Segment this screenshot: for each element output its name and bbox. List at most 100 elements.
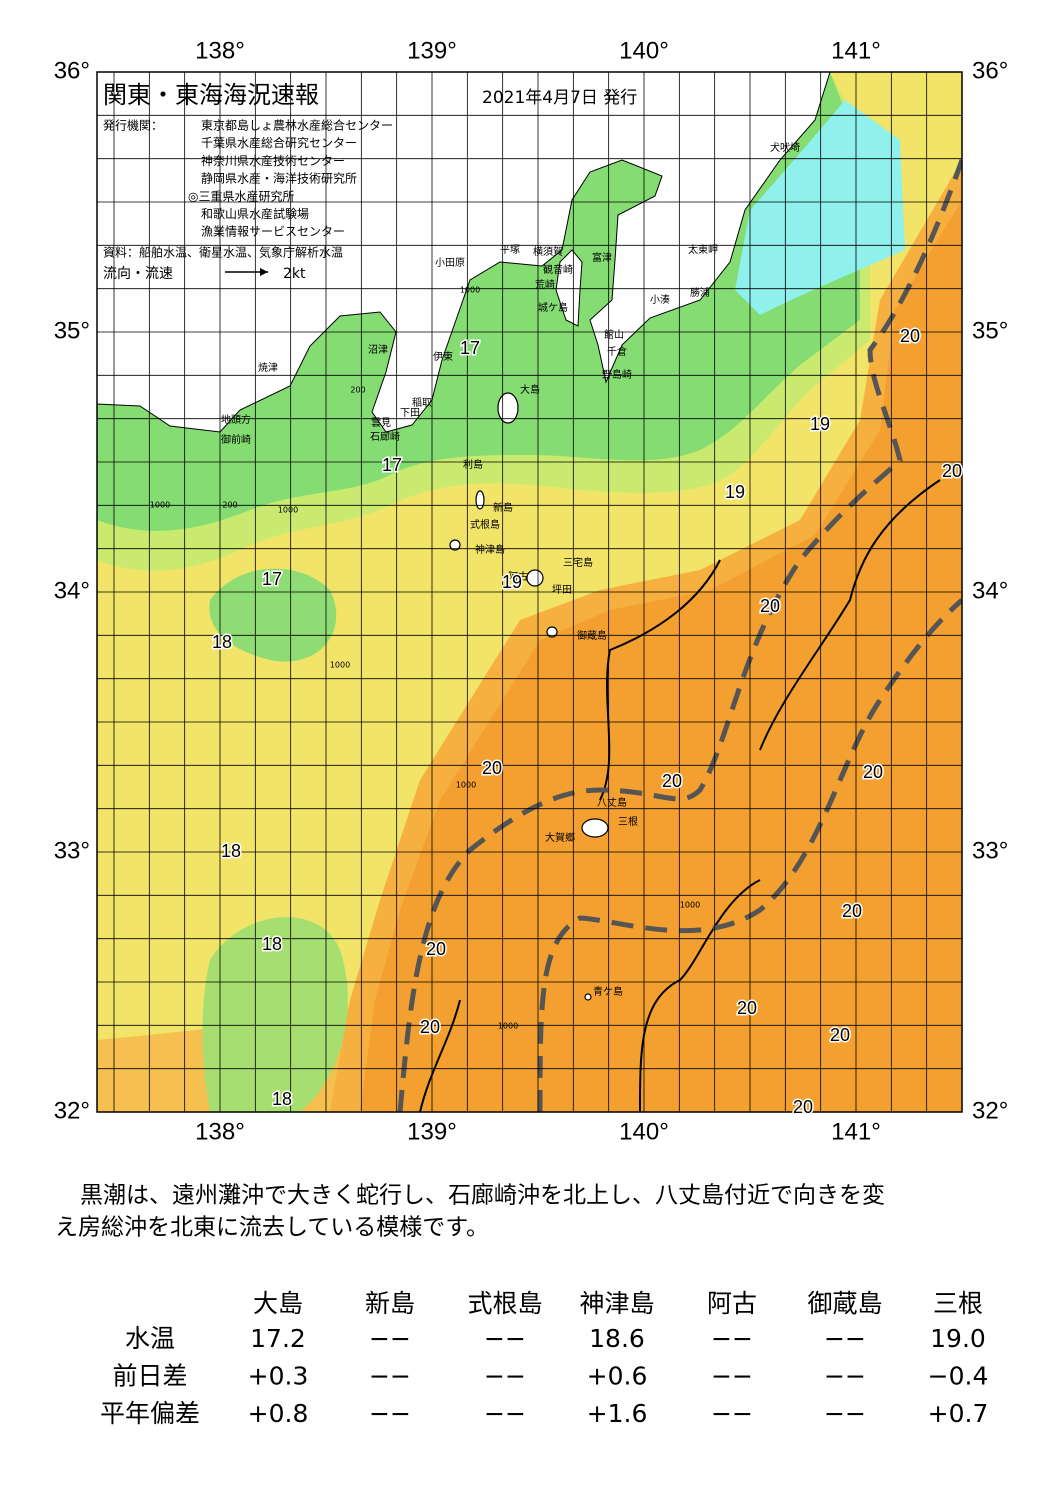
row-label: 水温: [125, 1324, 175, 1353]
table-cell: −0.4: [928, 1362, 989, 1391]
island: [475, 490, 485, 510]
place-name: 大島: [520, 383, 540, 396]
place-name: 大賀郷: [545, 831, 575, 844]
longitude-label: 140°: [619, 37, 669, 64]
place-name: 地頭方: [221, 413, 251, 426]
cold-patch: [202, 917, 348, 1112]
place-name: 荒崎: [535, 278, 555, 291]
table-cell: −−: [484, 1399, 526, 1428]
place-name: 利島: [463, 458, 483, 471]
place-name: 館山: [604, 328, 624, 341]
map-labels: 東京都島しょ農林水産総合センター千葉県水産総合研究センター神奈川県水産技術センタ…: [54, 37, 1009, 1145]
latitude-label: 34°: [54, 577, 90, 604]
place-name: 阿古: [508, 570, 528, 583]
longitude-label: 139°: [407, 37, 457, 64]
isotherm-label: 20: [662, 771, 682, 791]
source: 資料：船舶水温、衛星水温、気象庁解析水温: [103, 245, 343, 260]
place-name: 青ケ島: [593, 985, 623, 998]
latitude-label: 36°: [54, 57, 90, 84]
place-name: 観音崎: [543, 263, 573, 276]
map-frame: [96, 71, 963, 1113]
table-cell: 18.6: [589, 1324, 645, 1353]
table-cell: +1.6: [587, 1399, 648, 1428]
agency: 神奈川県水産技術センター: [201, 153, 345, 168]
table-cell: −−: [824, 1362, 866, 1391]
place-name: 富津: [592, 251, 612, 264]
table-cell: −−: [369, 1324, 411, 1353]
longitude-label: 141°: [831, 37, 881, 64]
table-cell: −−: [711, 1324, 753, 1353]
table-cell: −−: [484, 1324, 526, 1353]
agency: ◎三重県水産研究所: [188, 188, 294, 203]
agency: 千葉県水産総合研究センター: [201, 135, 357, 150]
depth-label: 1000: [498, 1022, 518, 1031]
longitude-label: 138°: [195, 37, 245, 64]
place-name: 坪田: [552, 583, 572, 596]
latitude-label: 36°: [972, 57, 1008, 84]
table-cell: +0.3: [248, 1362, 309, 1391]
land: [555, 249, 583, 327]
table-header: 神津島: [579, 1289, 654, 1318]
isotherm-label: 20: [420, 1017, 440, 1037]
place-name: 八丈島: [597, 796, 627, 809]
place-name: 沼津: [368, 343, 388, 356]
isotherm-label: 18: [262, 934, 282, 954]
isotherm-label: 19: [502, 572, 522, 592]
latitude-label: 34°: [972, 577, 1008, 604]
place-name: 下田: [400, 408, 420, 419]
table-cell: 17.2: [250, 1324, 306, 1353]
isotherm-label: 20: [760, 596, 780, 616]
place-name: 小湊: [650, 293, 670, 306]
depth-label: 1000: [278, 506, 298, 515]
agencies-label: 発行機関：: [103, 118, 163, 133]
summary-line: え房総沖を北東に流去している模様です。: [55, 1215, 489, 1241]
coastal-cold-area: [735, 100, 905, 315]
table-cell: +0.8: [248, 1399, 309, 1428]
place-name: 雲見: [371, 417, 391, 429]
table-cell: −−: [711, 1362, 753, 1391]
place-name: 千倉: [607, 345, 627, 358]
latitude-label: 35°: [972, 317, 1008, 344]
isotherm-label: 20: [737, 998, 757, 1018]
table-cell: +0.6: [587, 1362, 648, 1391]
legend-label: 流向・流速: [103, 266, 173, 282]
table-cell: +0.7: [928, 1399, 989, 1428]
row-label: 前日差: [112, 1362, 187, 1391]
island: [526, 569, 544, 587]
latitude-label: 35°: [54, 317, 90, 344]
latitude-label: 32°: [54, 1097, 90, 1124]
agency: 静岡県水産・海洋技術研究所: [201, 171, 357, 186]
isotherm-label: 18: [272, 1089, 292, 1109]
latitude-label: 33°: [972, 837, 1008, 864]
isotherm-label: 20: [793, 1097, 813, 1117]
place-name: 野島崎: [602, 368, 632, 381]
place-name: 新島: [493, 501, 513, 514]
latitude-label: 32°: [972, 1097, 1008, 1124]
isotherm: [419, 479, 941, 1112]
longitude-label: 138°: [195, 1118, 245, 1145]
issue-date: 2021年4月7日 発行: [482, 88, 637, 108]
island: [449, 539, 461, 551]
table-cell: −−: [824, 1399, 866, 1428]
table-cell: −−: [711, 1399, 753, 1428]
isotherm-label: 19: [725, 482, 745, 502]
isotherm-label: 20: [830, 1025, 850, 1045]
depth-label: 1000: [460, 286, 480, 295]
place-name: 三根: [618, 815, 638, 828]
graticule: [97, 72, 962, 1112]
table-header: 新島: [365, 1289, 415, 1318]
title: 関東・東海海況速報: [103, 81, 319, 109]
place-name: 城ケ島: [538, 301, 568, 314]
depth-label: 1000: [456, 781, 476, 790]
isotherm-label: 20: [863, 762, 883, 782]
island: [584, 993, 592, 1001]
isotherm-label: 20: [942, 461, 962, 481]
place-name: 式根島: [470, 518, 500, 531]
isotherm-label: 18: [212, 632, 232, 652]
longitude-label: 139°: [407, 1118, 457, 1145]
place-name: 横須賀: [533, 245, 563, 258]
depth-label: 200: [222, 501, 237, 510]
place-name: 稲取: [412, 397, 432, 409]
agency: 東京都島しょ農林水産総合センター: [201, 118, 393, 133]
